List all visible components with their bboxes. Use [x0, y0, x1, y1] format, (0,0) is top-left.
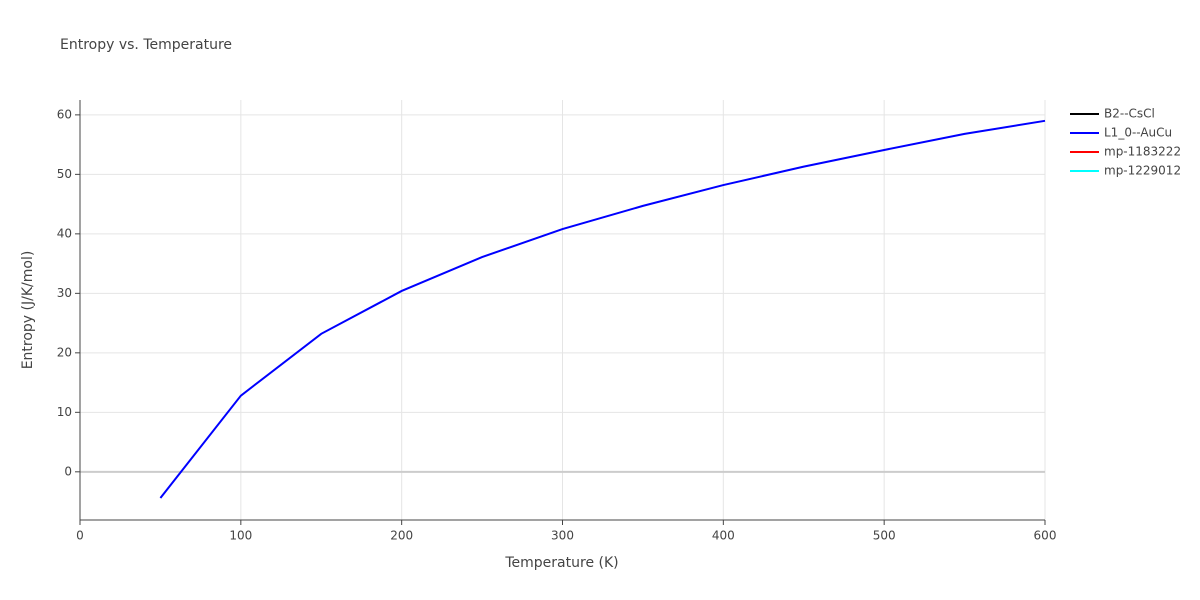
- y-tick-label: 10: [57, 405, 72, 419]
- x-tick-label: 100: [229, 529, 252, 543]
- x-tick-label: 400: [712, 529, 735, 543]
- y-tick-label: 50: [57, 167, 72, 181]
- y-tick-label: 0: [64, 464, 72, 478]
- x-tick-label: 300: [551, 529, 574, 543]
- legend-label: L1_0--AuCu: [1104, 126, 1172, 140]
- x-axis-label: Temperature (K): [504, 555, 618, 571]
- legend-label: mp-1229012: [1104, 164, 1181, 178]
- y-tick-label: 20: [57, 345, 72, 359]
- y-tick-label: 40: [57, 226, 72, 240]
- data-line: [159, 119, 1046, 499]
- legend-label: B2--CsCl: [1104, 107, 1155, 121]
- x-tick-label: 0: [76, 529, 84, 543]
- legend-label: mp-1183222: [1104, 145, 1181, 159]
- x-tick-label: 500: [873, 529, 896, 543]
- y-axis-label: Entropy (J/K/mol): [20, 251, 36, 370]
- x-tick-label: 600: [1034, 529, 1057, 543]
- chart-title: Entropy vs. Temperature: [60, 37, 232, 53]
- y-tick-label: 30: [57, 286, 72, 300]
- y-tick-label: 60: [57, 107, 72, 121]
- x-tick-label: 200: [390, 529, 413, 543]
